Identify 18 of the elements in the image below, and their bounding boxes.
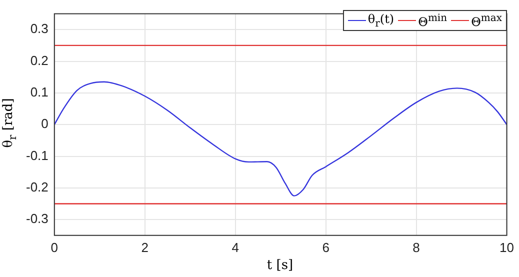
x-tick-label: 4 <box>232 240 239 255</box>
legend-label: θ$_{r}$(t) <box>368 12 394 30</box>
legend-label: Θ$^{max}$ <box>471 12 502 29</box>
x-tick-label: 0 <box>50 240 58 255</box>
y-tick-label: -0.1 <box>26 148 48 163</box>
x-tick-label: 6 <box>322 240 330 255</box>
x-tick-label: 10 <box>500 240 514 255</box>
y-tick-label: 0.1 <box>30 84 48 100</box>
y-tick-label: 0.3 <box>30 21 48 36</box>
y-tick-label: -0.3 <box>26 211 48 226</box>
x-tick-label: 8 <box>412 240 420 255</box>
y-tick-label: 0 <box>41 116 48 132</box>
x-axis-title: t [s] <box>266 258 294 273</box>
y-tick-label: -0.2 <box>26 179 48 194</box>
x-tick-label: 2 <box>141 240 148 255</box>
legend-label: Θ$^{min}$ <box>418 12 448 29</box>
y-tick-label: 0.2 <box>30 52 48 68</box>
line-series <box>54 81 507 196</box>
